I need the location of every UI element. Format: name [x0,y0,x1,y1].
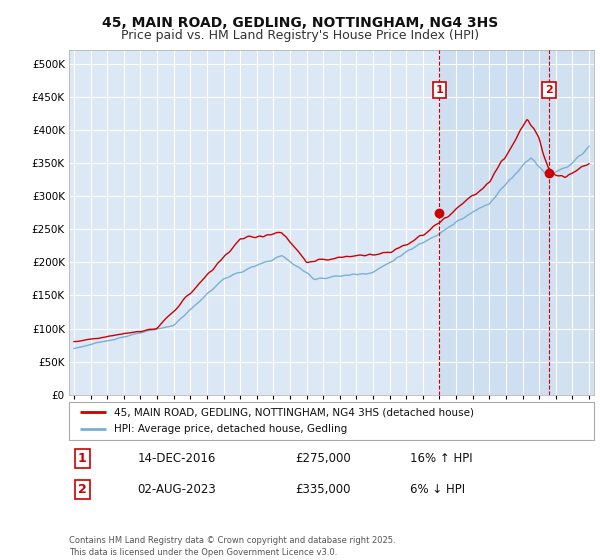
Text: 2: 2 [78,483,86,496]
Text: £335,000: £335,000 [295,483,350,496]
Text: 45, MAIN ROAD, GEDLING, NOTTINGHAM, NG4 3HS: 45, MAIN ROAD, GEDLING, NOTTINGHAM, NG4 … [102,16,498,30]
Text: 45, MAIN ROAD, GEDLING, NOTTINGHAM, NG4 3HS (detached house): 45, MAIN ROAD, GEDLING, NOTTINGHAM, NG4 … [113,407,473,417]
Text: 1: 1 [436,85,443,95]
Text: £275,000: £275,000 [295,452,350,465]
Text: 2: 2 [545,85,553,95]
Bar [549,50,594,395]
Text: HPI: Average price, detached house, Gedling: HPI: Average price, detached house, Gedl… [113,424,347,434]
Bar [439,50,549,395]
Text: 16% ↑ HPI: 16% ↑ HPI [410,452,473,465]
Text: Price paid vs. HM Land Registry's House Price Index (HPI): Price paid vs. HM Land Registry's House … [121,29,479,42]
Text: 1: 1 [78,452,86,465]
FancyBboxPatch shape [69,402,594,440]
Text: 14-DEC-2016: 14-DEC-2016 [137,452,215,465]
Text: 02-AUG-2023: 02-AUG-2023 [137,483,216,496]
Text: Contains HM Land Registry data © Crown copyright and database right 2025.
This d: Contains HM Land Registry data © Crown c… [69,536,395,557]
Text: 6% ↓ HPI: 6% ↓ HPI [410,483,466,496]
